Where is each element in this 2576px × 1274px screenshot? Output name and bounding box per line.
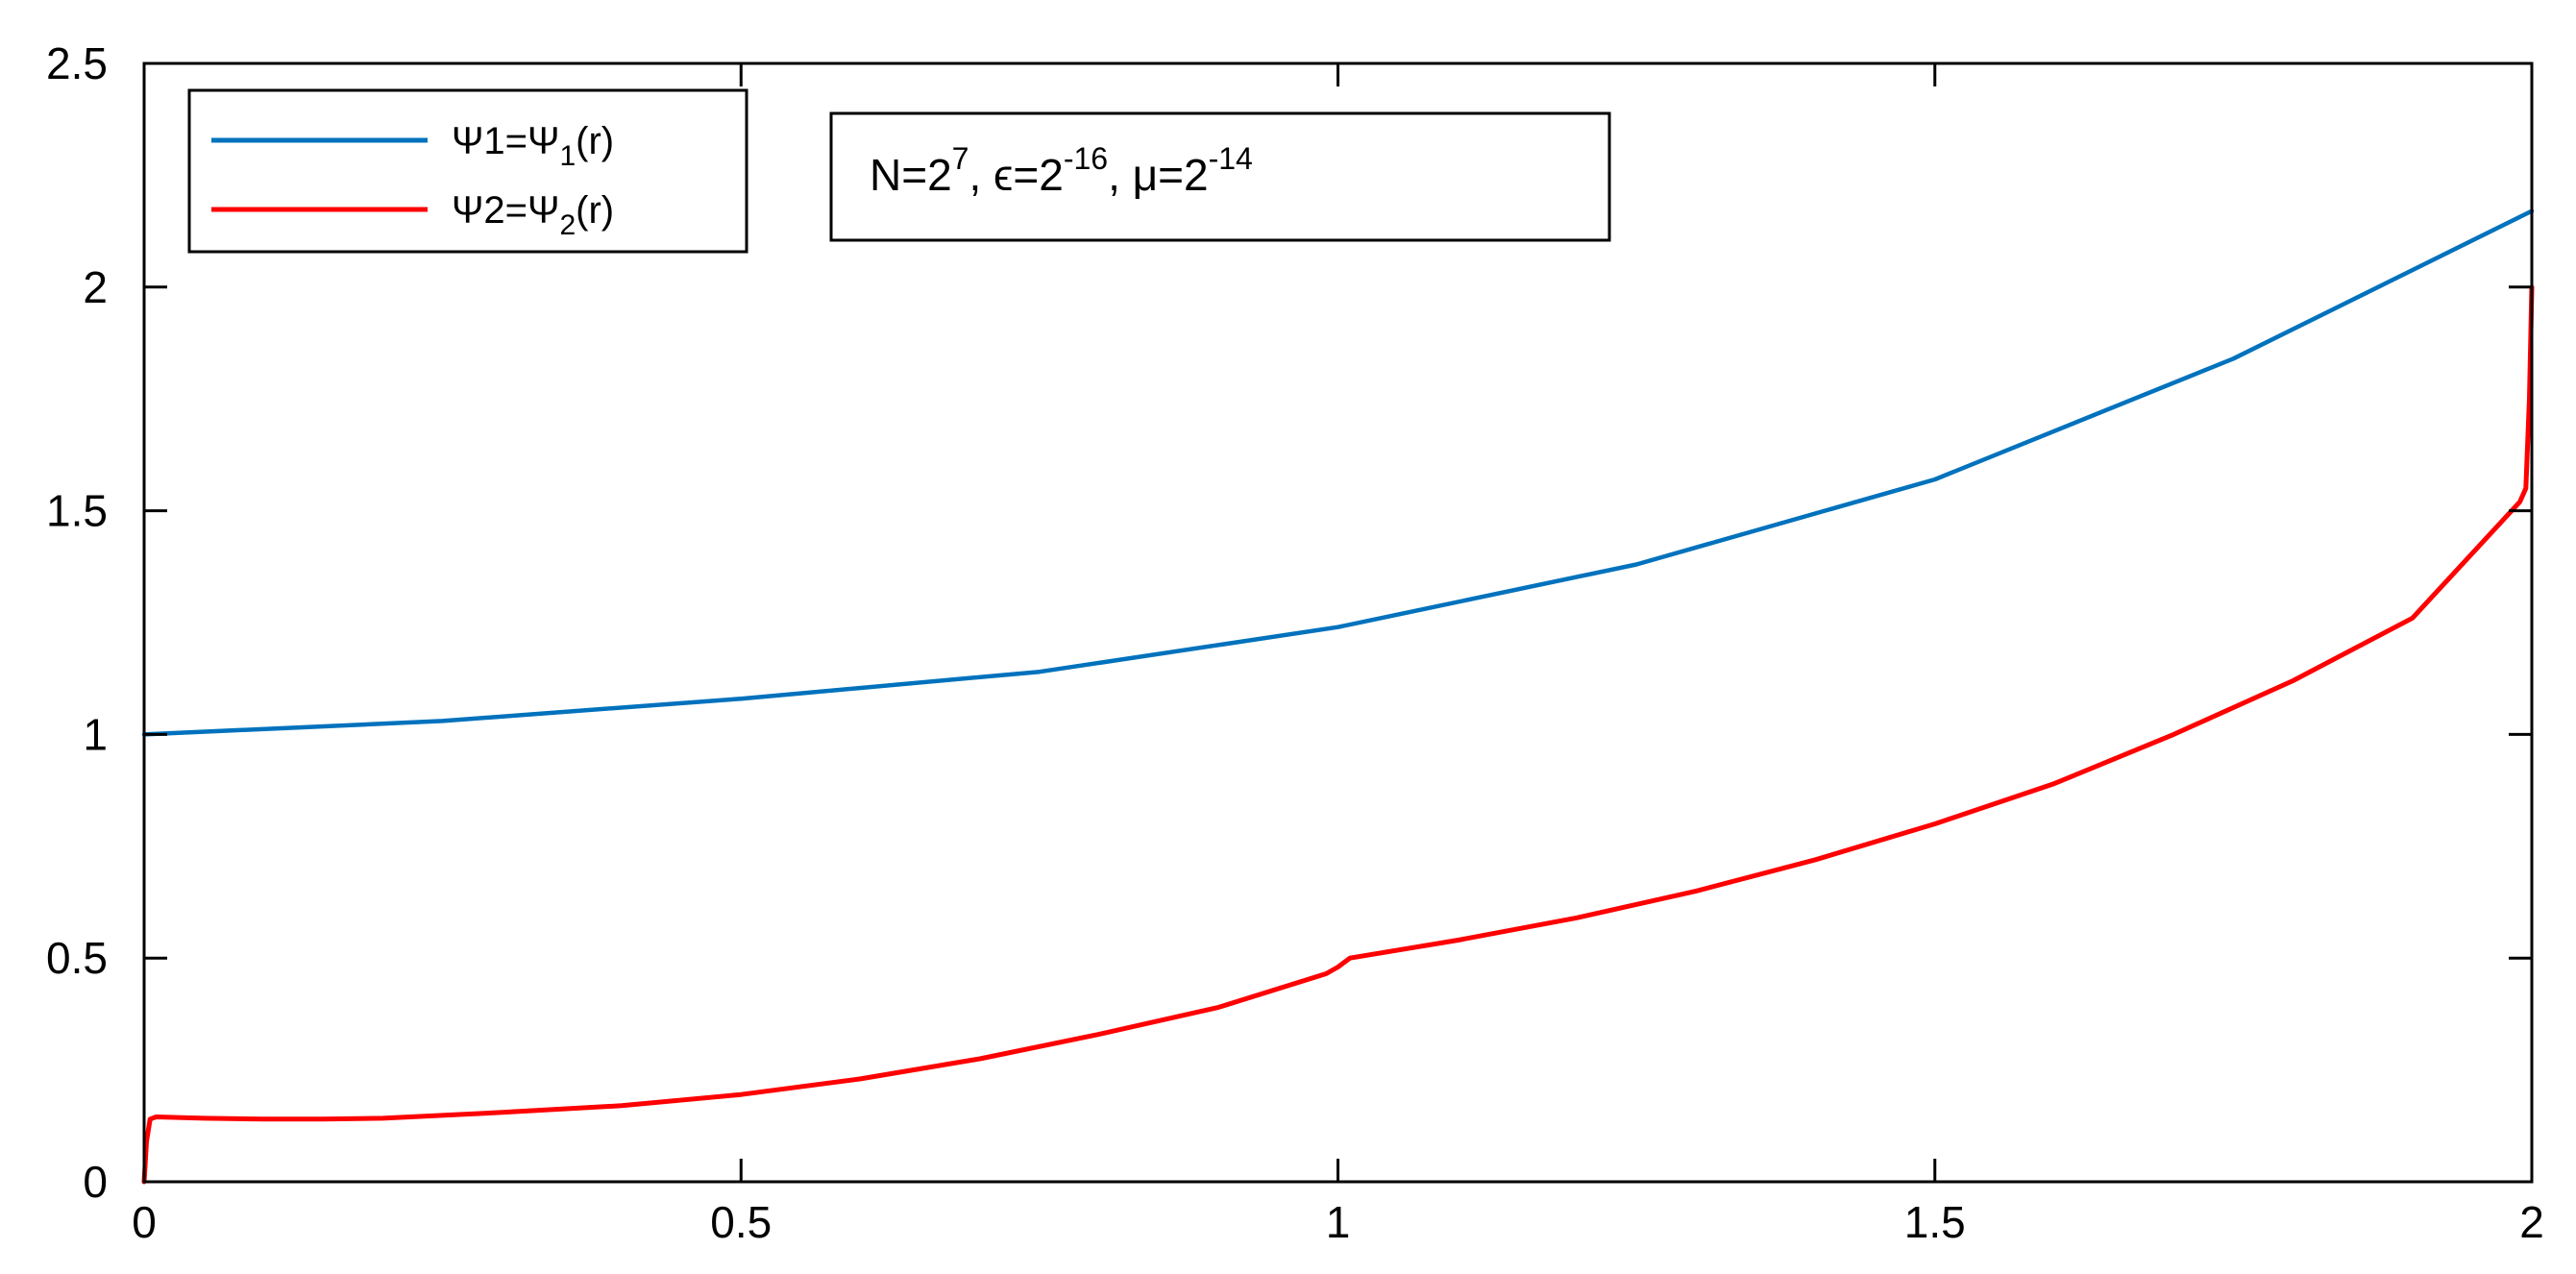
- axis-ticks: [142, 61, 2534, 1184]
- series-line-1: [141, 208, 2535, 737]
- y-tick-label: 0: [83, 1157, 108, 1207]
- legend: Ψ1=Ψ1(r) Ψ2=Ψ2(r): [187, 88, 748, 254]
- plot-lines: [141, 208, 2535, 1185]
- legend-box: [187, 88, 748, 254]
- legend-label-psi2: Ψ2=Ψ2(r): [452, 189, 614, 241]
- legend-label-psi1: Ψ1=Ψ1(r): [452, 120, 614, 172]
- y-tick-label: 1: [83, 709, 108, 759]
- parameter-annotation: N=27, ϵ=2-16, μ=2-14: [829, 111, 1611, 242]
- x-tick-label: 2: [2519, 1197, 2544, 1247]
- series-line-2: [141, 284, 2535, 1185]
- annotation-text: N=27, ϵ=2-16, μ=2-14: [870, 141, 1253, 200]
- y-tick-label: 2: [83, 262, 108, 312]
- x-tick-label: 1.5: [1904, 1197, 1966, 1247]
- axis-tick-labels: 0 0.5 1 1.5 2 0 0.5 1 1.5 2 2.5: [46, 38, 2544, 1247]
- y-tick-label: 2.5: [46, 38, 108, 88]
- x-tick-label: 1: [1326, 1197, 1351, 1247]
- annotation-box: [829, 111, 1611, 242]
- y-tick-label: 1.5: [46, 486, 108, 536]
- x-tick-label: 0: [132, 1197, 157, 1247]
- y-tick-label: 0.5: [46, 933, 108, 983]
- x-tick-label: 0.5: [710, 1197, 772, 1247]
